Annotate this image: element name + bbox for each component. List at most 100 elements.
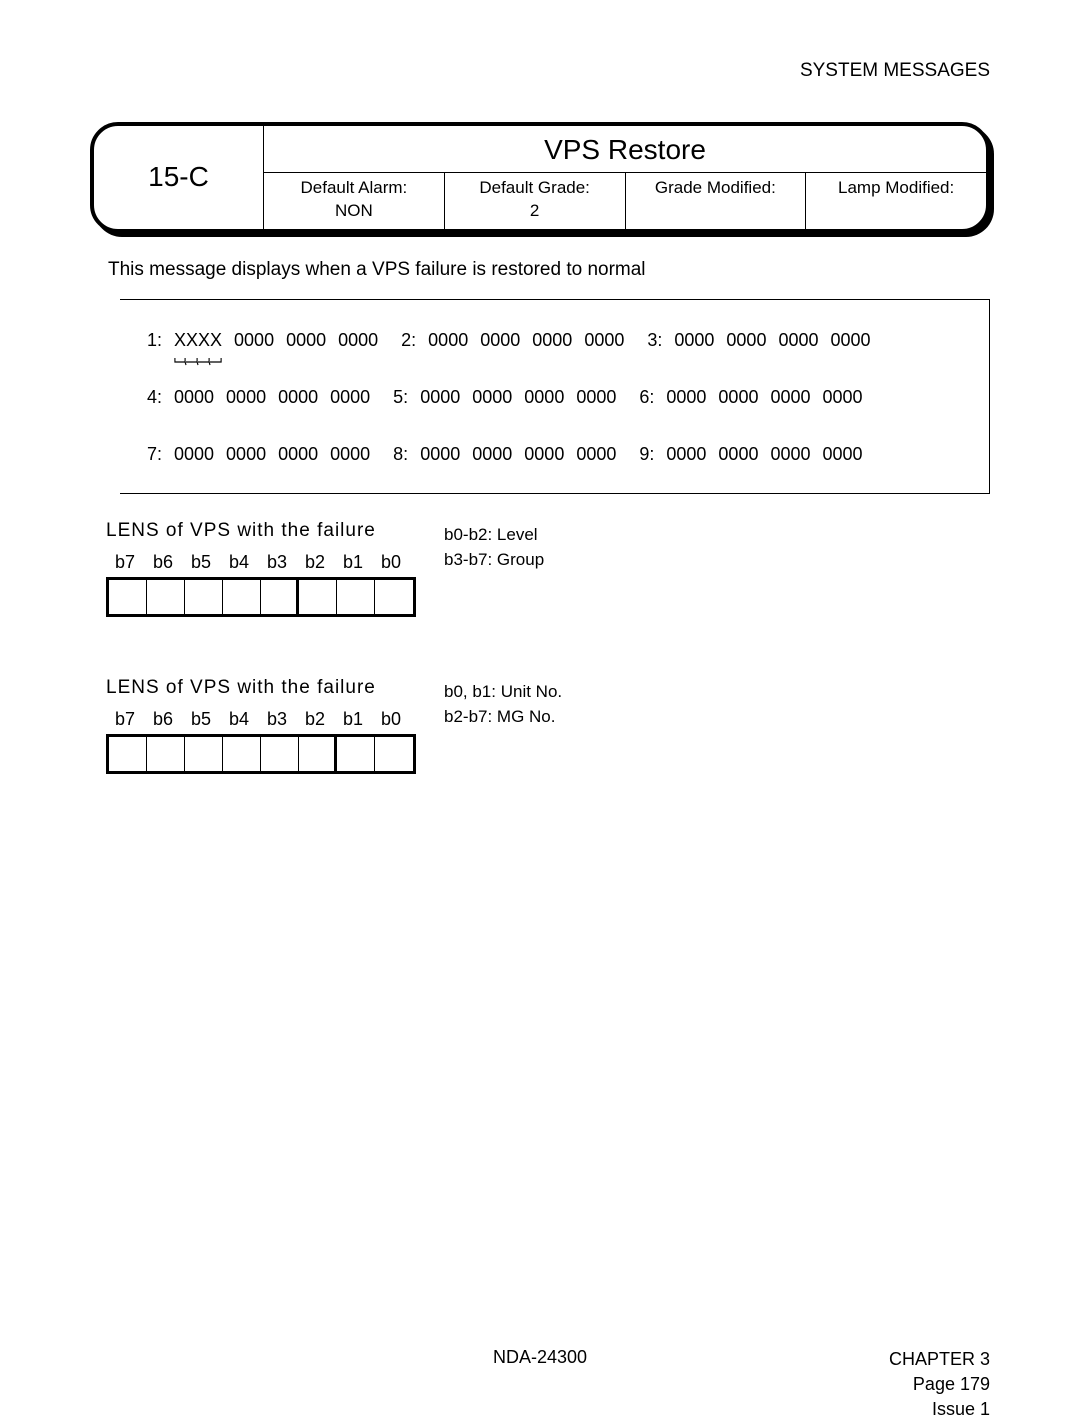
data-word: 0000: [226, 444, 266, 465]
bit-header-label: b1: [334, 709, 372, 730]
data-group: 3:0000000000000000: [640, 330, 870, 351]
data-word: 0000: [330, 444, 370, 465]
title-box: 15-C VPS Restore Default Alarm: NON Defa…: [90, 122, 990, 233]
bit-header-label: b5: [182, 552, 220, 573]
bit-header-label: b4: [220, 552, 258, 573]
data-group-index: 9:: [632, 444, 654, 465]
lens-note-line: b2-b7: MG No.: [444, 704, 562, 730]
data-group-index: 6:: [632, 387, 654, 408]
bit-cell: [109, 737, 147, 771]
cell-label: Grade Modified:: [655, 178, 776, 197]
data-group-index: 8:: [386, 444, 408, 465]
cell-label: Default Alarm:: [300, 178, 407, 197]
header-section-label: SYSTEM MESSAGES: [90, 60, 990, 82]
bit-header-label: b2: [296, 709, 334, 730]
message-code: 15-C: [94, 126, 264, 229]
bit-cell: [375, 737, 413, 771]
lens-block: LENS of VPS with the failure b7b6b5b4b3b2…: [106, 677, 990, 774]
data-word: 0000: [666, 387, 706, 408]
data-word: 0000: [234, 330, 274, 351]
footer-right: CHAPTER 3 Page 179 Issue 1: [889, 1347, 990, 1423]
data-word: 0000: [472, 387, 512, 408]
bit-cell: [299, 580, 337, 614]
data-group: 1:XXXX000000000000: [140, 330, 378, 351]
data-word: 0000: [338, 330, 378, 351]
cell-value: 2: [530, 201, 539, 220]
bit-cell: [375, 580, 413, 614]
data-row: 1:XXXX0000000000002:00000000000000003:00…: [140, 330, 969, 351]
bit-cell: [185, 580, 223, 614]
cell-default-grade: Default Grade: 2: [445, 173, 626, 229]
bit-table: [106, 577, 416, 617]
message-title: VPS Restore: [264, 126, 986, 173]
bit-cell: [261, 580, 299, 614]
bit-header-label: b7: [106, 552, 144, 573]
data-word: 0000: [770, 387, 810, 408]
bit-header-label: b7: [106, 709, 144, 730]
data-word: 0000: [278, 387, 318, 408]
bit-cell: [185, 737, 223, 771]
bit-header-label: b3: [258, 552, 296, 573]
bit-headers: b7b6b5b4b3b2b1b0: [106, 709, 416, 730]
data-word: 0000: [420, 387, 460, 408]
data-word: 0000: [480, 330, 520, 351]
lens-block: LENS of VPS with the failure b7b6b5b4b3b2…: [106, 520, 990, 617]
data-word: 0000: [718, 444, 758, 465]
bit-header-label: b4: [220, 709, 258, 730]
data-word: 0000: [823, 387, 863, 408]
data-group: 5:0000000000000000: [386, 387, 616, 408]
data-word: 0000: [428, 330, 468, 351]
data-word: 0000: [524, 444, 564, 465]
bit-header-label: b1: [334, 552, 372, 573]
data-group-index: 7:: [140, 444, 162, 465]
data-word: 0000: [831, 330, 871, 351]
data-word: 0000: [330, 387, 370, 408]
bit-cell: [299, 737, 337, 771]
data-word: 0000: [286, 330, 326, 351]
data-group-index: 2:: [394, 330, 416, 351]
data-group-index: 4:: [140, 387, 162, 408]
data-word: 0000: [674, 330, 714, 351]
data-word: 0000: [278, 444, 318, 465]
footer-page: Page 179: [889, 1372, 990, 1397]
data-word: 0000: [174, 387, 214, 408]
lens-note-line: b0, b1: Unit No.: [444, 679, 562, 705]
data-word: 0000: [726, 330, 766, 351]
bit-header-label: b5: [182, 709, 220, 730]
bit-cell: [337, 737, 375, 771]
cell-grade-modified: Grade Modified:: [626, 173, 807, 229]
data-word: 0000: [524, 387, 564, 408]
title-right: VPS Restore Default Alarm: NON Default G…: [264, 126, 986, 229]
data-word: 0000: [823, 444, 863, 465]
lens-title: LENS of VPS with the failure: [106, 677, 416, 699]
message-description: This message displays when a VPS failure…: [108, 259, 990, 281]
data-group: 7: 0000 0000 0000 0000: [140, 444, 370, 465]
bit-cell: [223, 737, 261, 771]
data-word: 0000: [718, 387, 758, 408]
data-word: 0000: [576, 387, 616, 408]
footer-issue: Issue 1: [889, 1397, 990, 1422]
data-group: 2:0000000000000000: [394, 330, 624, 351]
page: SYSTEM MESSAGES 15-C VPS Restore Default…: [0, 0, 1080, 1397]
lens-title: LENS of VPS with the failure: [106, 520, 416, 542]
data-group: 8:0000000000000000: [386, 444, 616, 465]
lens-notes: b0-b2: Levelb3-b7: Group: [444, 520, 544, 573]
bit-cell: [147, 737, 185, 771]
lens-note-line: b0-b2: Level: [444, 522, 544, 548]
data-group-index: 3:: [640, 330, 662, 351]
cell-label: Default Grade:: [479, 178, 590, 197]
bit-header-label: b6: [144, 552, 182, 573]
bit-header-label: b0: [372, 552, 410, 573]
data-word: 0000: [532, 330, 572, 351]
bit-cell: [109, 580, 147, 614]
data-word: 0000: [174, 444, 214, 465]
lens-notes: b0, b1: Unit No.b2-b7: MG No.: [444, 677, 562, 730]
bit-header-label: b2: [296, 552, 334, 573]
lens-left: LENS of VPS with the failure b7b6b5b4b3b2…: [106, 677, 416, 774]
data-word: 0000: [576, 444, 616, 465]
title-sub-row: Default Alarm: NON Default Grade: 2 Grad…: [264, 173, 986, 229]
bit-headers: b7b6b5b4b3b2b1b0: [106, 552, 416, 573]
bit-cell: [147, 580, 185, 614]
data-word: 0000: [770, 444, 810, 465]
data-group-index: 1:: [140, 330, 162, 351]
